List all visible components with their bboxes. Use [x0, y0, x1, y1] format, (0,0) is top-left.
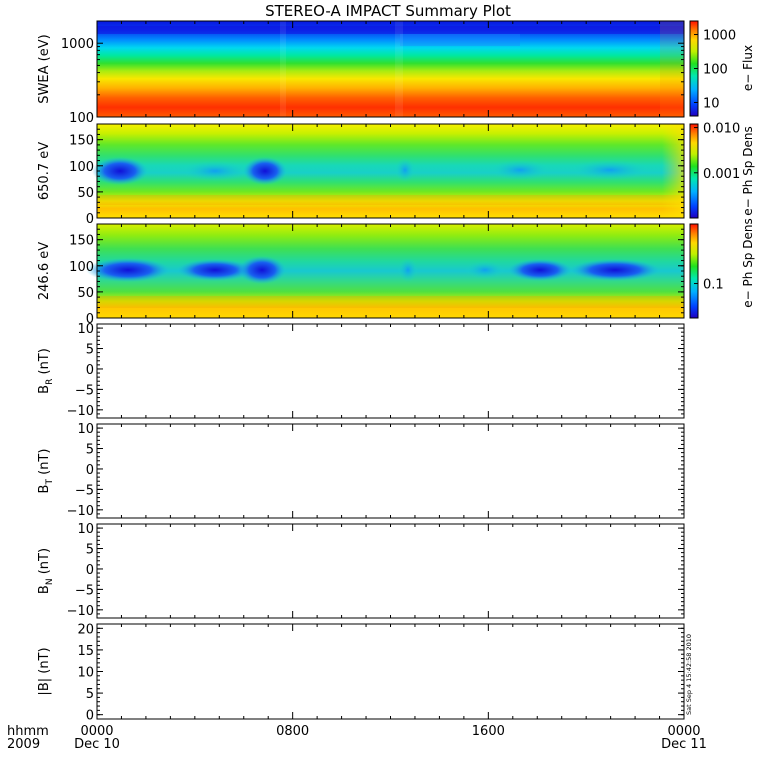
y-tick-label: 0: [86, 212, 94, 227]
x-corner-label-year: 2009: [7, 737, 40, 752]
phsp-colorbar-650: [689, 123, 699, 219]
y-tick-label: −5: [75, 383, 94, 398]
y-axis-label-1: SWEA (eV): [37, 34, 52, 103]
y-axis-label-4: BR (nT): [37, 348, 55, 394]
x-date-label: Dec 10: [74, 737, 120, 752]
x-tick-label: 0000: [80, 724, 113, 739]
y-tick-label: −10: [67, 604, 94, 619]
x-date-label: Dec 11: [661, 737, 707, 752]
y-axis-label-6: BN (nT): [37, 548, 55, 594]
y-tick-label: 15: [77, 644, 94, 659]
y-tick-label: 10: [77, 522, 94, 537]
y-tick-label: 50: [77, 186, 94, 201]
panel-frame-6: [96, 523, 685, 619]
panel-frame-7: [96, 623, 685, 720]
y-tick-label: −10: [67, 504, 94, 519]
y-tick-label: 0: [86, 463, 94, 478]
x-tick-label: 0800: [276, 724, 309, 739]
y-tick-label: −5: [75, 583, 94, 598]
colorbar-tick-label: 1000: [703, 29, 736, 44]
y-tick-label: 5: [86, 343, 94, 358]
phsp-colorbar-246: [689, 223, 699, 319]
y-tick-label: 0: [86, 709, 94, 724]
colorbar-label-2: e− Ph Sp Dens: [741, 126, 755, 215]
y-tick-label: 100: [69, 160, 94, 175]
y-tick-label: −5: [75, 483, 94, 498]
y-axis-label-3: 246.6 eV: [37, 242, 52, 300]
y-tick-label: 100: [69, 260, 94, 275]
y-tick-label: 1000: [61, 37, 94, 52]
x-corner-label-hhmm: hhmm: [7, 724, 49, 739]
y-tick-label: 0: [86, 312, 94, 327]
colorbar-label-1: e− Flux: [741, 45, 755, 91]
panel-frame-5: [96, 423, 685, 519]
y-tick-label: −10: [67, 404, 94, 419]
y-tick-label: 0: [86, 363, 94, 378]
y-axis-label-5: BT (nT): [37, 449, 55, 494]
pad-650-spectrogram: [92, 124, 684, 218]
y-tick-label: 150: [69, 234, 94, 249]
swea-spectrogram: [97, 21, 684, 117]
y-tick-label: 10: [77, 666, 94, 681]
colorbar-tick-label: 0.010: [703, 122, 740, 137]
y-axis-label-2: 650.7 eV: [37, 142, 52, 200]
colorbar-label-3: e− Ph Sp Dens: [741, 218, 755, 307]
generation-timestamp: Sat Sep 4 15:42:58 2010: [685, 634, 693, 715]
y-tick-label: 20: [77, 622, 94, 637]
y-tick-label: 5: [86, 543, 94, 558]
y-tick-label: 50: [77, 286, 94, 301]
x-tick-label: 0000: [667, 724, 700, 739]
y-tick-label: 5: [86, 443, 94, 458]
y-tick-label: 10: [77, 322, 94, 337]
colorbar-tick-label: 0.001: [703, 167, 740, 182]
colorbar-tick-label: 100: [703, 63, 728, 78]
colorbar-tick-label: 10: [703, 96, 720, 111]
plot-title: STEREO-A IMPACT Summary Plot: [265, 2, 511, 20]
y-tick-label: 100: [69, 111, 94, 126]
pad-246-spectrogram: [86, 224, 684, 318]
y-tick-label: 0: [86, 563, 94, 578]
panel-frame-4: [96, 323, 685, 419]
x-tick-label: 1600: [472, 724, 505, 739]
y-tick-label: 150: [69, 134, 94, 149]
y-tick-label: 10: [77, 422, 94, 437]
y-axis-label-7: |B| (nT): [37, 647, 52, 695]
colorbar-tick-label: 0.1: [703, 278, 724, 293]
y-tick-label: 5: [86, 687, 94, 702]
